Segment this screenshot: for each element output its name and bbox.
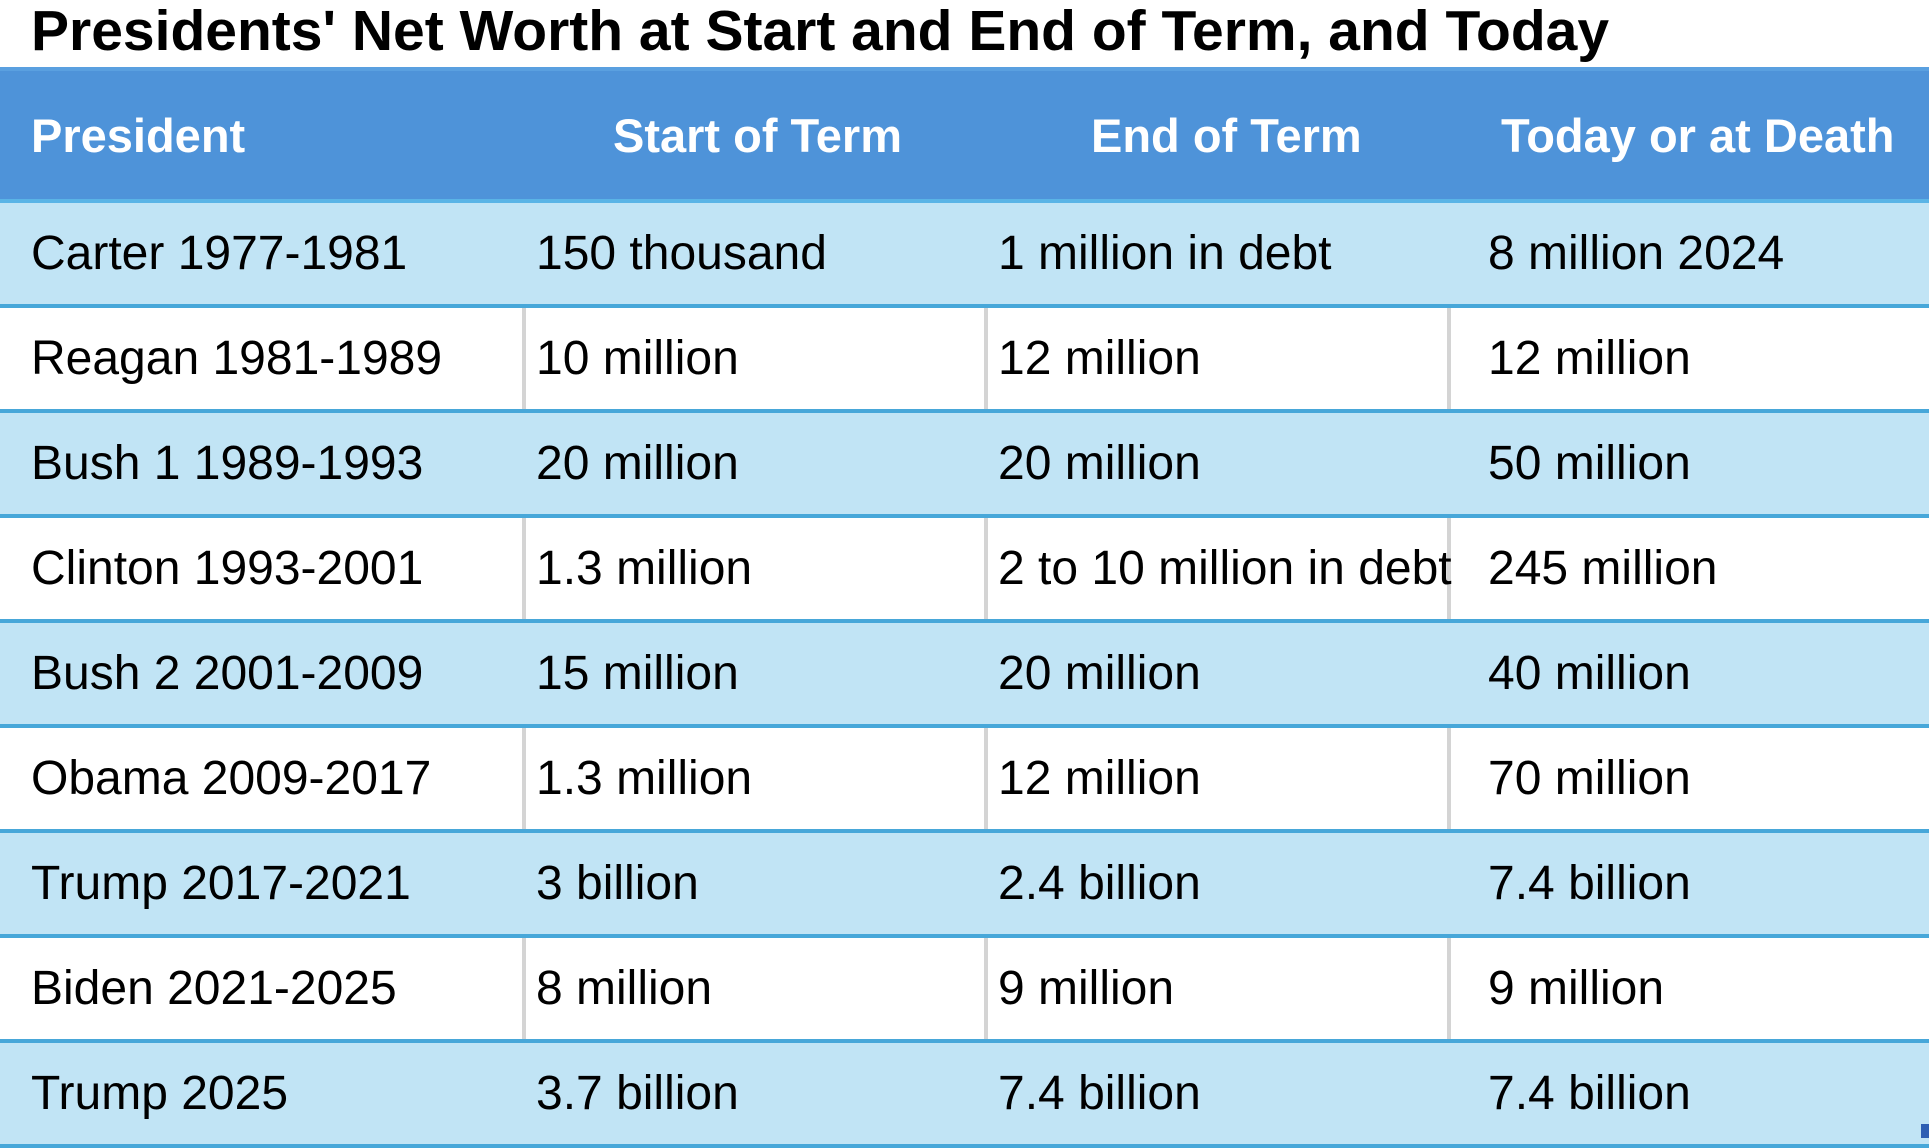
start-of-term-cell: 8 million bbox=[536, 962, 713, 1015]
today-or-at-death-cell: 7.4 billion bbox=[1488, 1067, 1691, 1120]
today-or-at-death-cell: 70 million bbox=[1488, 752, 1691, 805]
column-divider bbox=[1447, 308, 1451, 409]
header-end-of-term: End of Term bbox=[1091, 108, 1362, 162]
table-row: Biden 2021-2025 8 million 9 million 9 milli… bbox=[0, 938, 1929, 1043]
header-president: President bbox=[31, 108, 246, 162]
column-divider bbox=[984, 308, 988, 409]
end-of-term-cell: 1 million in debt bbox=[998, 227, 1332, 280]
end-of-term-cell: 20 million bbox=[998, 647, 1201, 700]
end-of-term-cell: 9 million bbox=[998, 962, 1175, 1015]
column-divider bbox=[522, 728, 526, 829]
president-cell: Trump 2017-2021 bbox=[31, 857, 411, 910]
end-of-term-cell: 2.4 billion bbox=[998, 857, 1201, 910]
today-or-at-death-cell: 8 million 2024 bbox=[1488, 227, 1785, 280]
start-of-term-cell: 3.7 billion bbox=[536, 1067, 739, 1120]
column-divider bbox=[984, 728, 988, 829]
president-cell: Clinton 1993-2001 bbox=[31, 542, 424, 595]
column-divider bbox=[522, 518, 526, 619]
table-resize-handle bbox=[1921, 1124, 1929, 1138]
end-of-term-cell: 12 million bbox=[998, 332, 1201, 385]
today-or-at-death-cell: 9 million bbox=[1488, 962, 1665, 1015]
end-of-term-cell: 12 million bbox=[998, 752, 1201, 805]
column-divider bbox=[984, 518, 988, 619]
today-or-at-death-cell: 7.4 billion bbox=[1488, 857, 1691, 910]
end-of-term-cell: 20 million bbox=[998, 437, 1201, 490]
chart-title: Presidents' Net Worth at Start and End o… bbox=[31, 0, 1610, 63]
start-of-term-cell: 150 thousand bbox=[536, 227, 827, 280]
start-of-term-cell: 15 million bbox=[536, 647, 739, 700]
column-divider bbox=[1447, 728, 1451, 829]
table-row: Obama 2009-2017 1.3 million 12 million 70 m… bbox=[0, 728, 1929, 833]
today-or-at-death-cell: 245 million bbox=[1488, 542, 1718, 595]
start-of-term-cell: 1.3 million bbox=[536, 542, 753, 595]
header-today-or-at-death: Today or at Death bbox=[1501, 108, 1895, 162]
table-row: Carter 1977-1981 150 thousand 1 million in… bbox=[0, 203, 1929, 308]
president-cell: Carter 1977-1981 bbox=[31, 227, 408, 280]
column-divider bbox=[522, 308, 526, 409]
table-row: Trump 2025 3.7 billion 7.4 billion 7.4 bill… bbox=[0, 1043, 1929, 1148]
start-of-term-cell: 20 million bbox=[536, 437, 739, 490]
table-row: Bush 2 2001-2009 15 million 20 million 40 m… bbox=[0, 623, 1929, 728]
president-cell: Trump 2025 bbox=[31, 1067, 289, 1120]
column-divider bbox=[1447, 938, 1451, 1039]
start-of-term-cell: 1.3 million bbox=[536, 752, 753, 805]
table-row: Trump 2017-2021 3 billion 2.4 billion 7.4 b… bbox=[0, 833, 1929, 938]
today-or-at-death-cell: 50 million bbox=[1488, 437, 1691, 490]
president-cell: Obama 2009-2017 bbox=[31, 752, 432, 805]
president-cell: Bush 1 1989-1993 bbox=[31, 437, 424, 490]
president-cell: Bush 2 2001-2009 bbox=[31, 647, 424, 700]
column-divider bbox=[984, 938, 988, 1039]
header-start-of-term: Start of Term bbox=[613, 108, 902, 162]
column-divider bbox=[522, 938, 526, 1039]
president-cell: Biden 2021-2025 bbox=[31, 962, 397, 1015]
net-worth-table: President Start of Term End of Term Toda… bbox=[0, 67, 1929, 1148]
end-of-term-cell: 7.4 billion bbox=[998, 1067, 1201, 1120]
today-or-at-death-cell: 12 million bbox=[1488, 332, 1691, 385]
table-header-row: President Start of Term End of Term Toda… bbox=[0, 67, 1929, 203]
column-divider bbox=[1447, 518, 1451, 619]
table-row: Reagan 1981-1989 10 million 12 million 12 m… bbox=[0, 308, 1929, 413]
table-row: Bush 1 1989-1993 20 million 20 million 50 m… bbox=[0, 413, 1929, 518]
president-cell: Reagan 1981-1989 bbox=[31, 332, 443, 385]
start-of-term-cell: 10 million bbox=[536, 332, 739, 385]
today-or-at-death-cell: 40 million bbox=[1488, 647, 1691, 700]
end-of-term-cell: 2 to 10 million in debt bbox=[998, 542, 1452, 595]
start-of-term-cell: 3 billion bbox=[536, 857, 699, 910]
table-row: Clinton 1993-2001 1.3 million 2 to 10 mill… bbox=[0, 518, 1929, 623]
